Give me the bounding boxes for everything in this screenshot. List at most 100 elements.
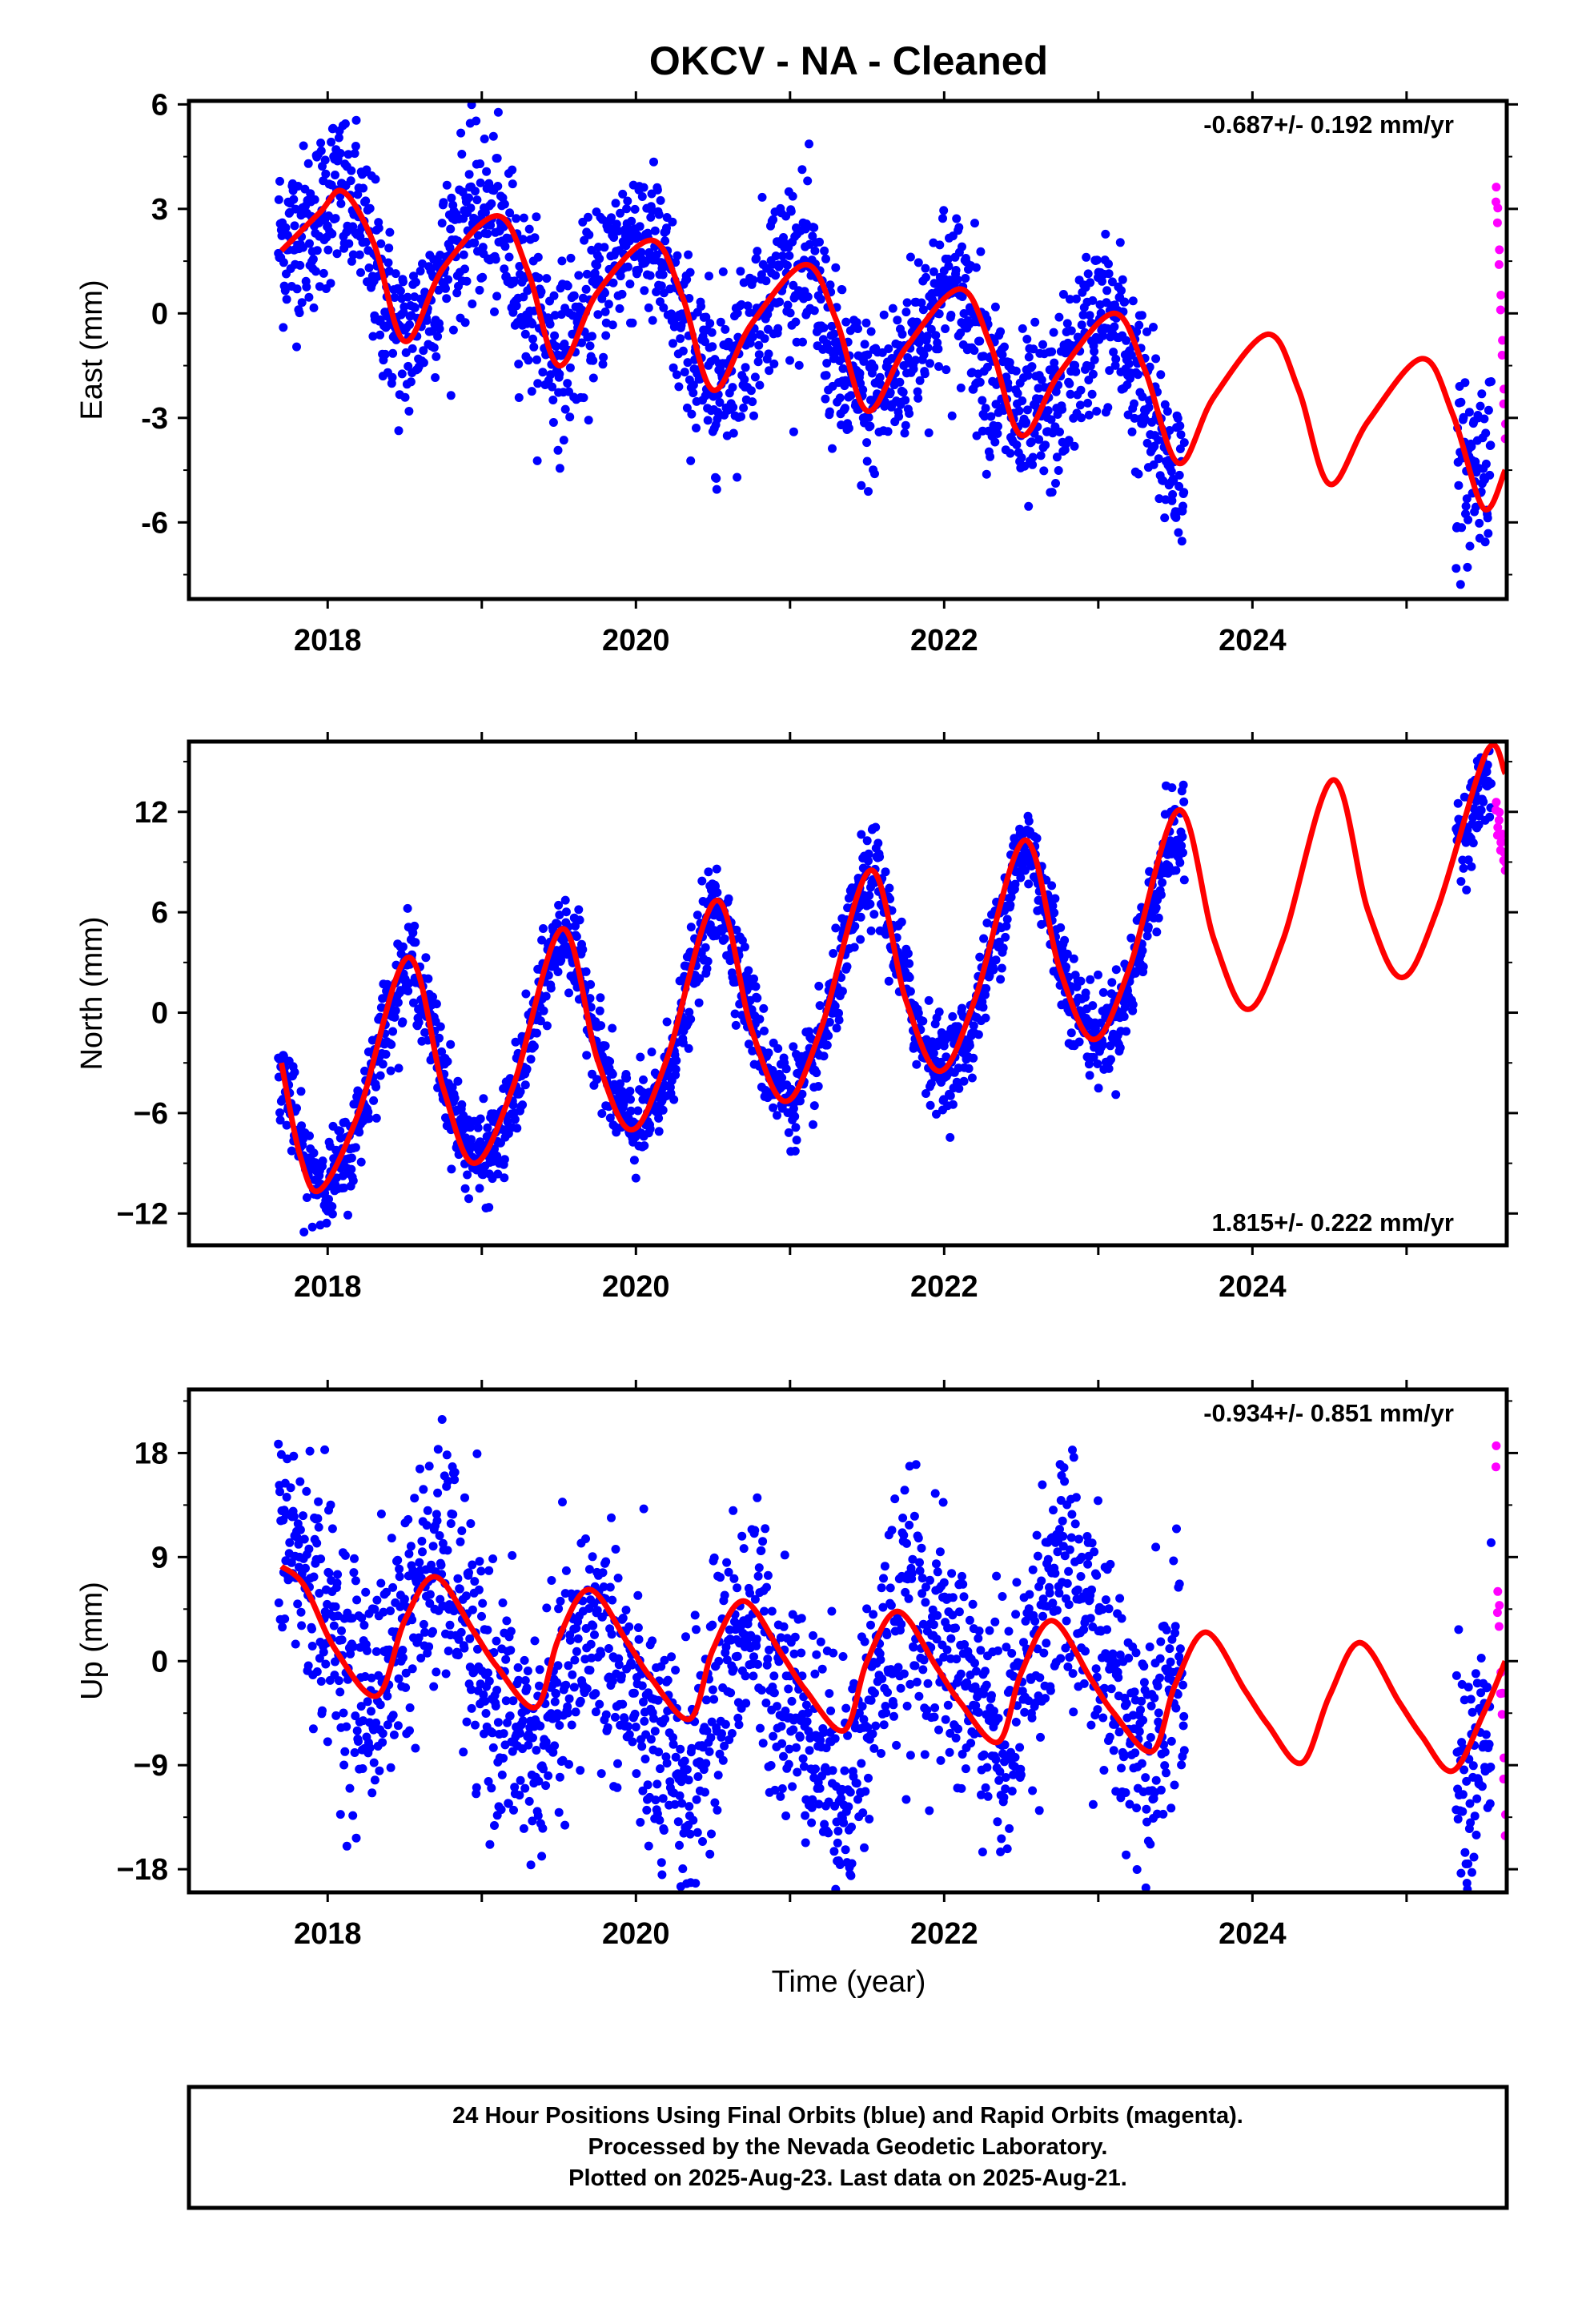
final-orbit-points: [274, 1415, 1496, 1892]
final-orbit-point: [862, 438, 872, 448]
final-orbit-point: [1485, 470, 1495, 480]
final-orbit-point: [383, 1720, 392, 1730]
final-orbit-point: [712, 485, 721, 494]
final-orbit-point: [693, 1772, 703, 1781]
final-orbit-point: [1177, 841, 1186, 850]
final-orbit-point: [512, 301, 521, 311]
final-orbit-point: [331, 214, 340, 223]
final-orbit-point: [468, 1605, 477, 1614]
final-orbit-point: [327, 1202, 337, 1211]
final-orbit-point: [764, 1048, 773, 1058]
final-orbit-point: [1071, 367, 1081, 376]
final-orbit-point: [705, 1849, 715, 1859]
final-orbit-point: [680, 1756, 689, 1766]
final-orbit-point: [552, 1689, 560, 1699]
final-orbit-point: [474, 1585, 484, 1594]
final-orbit-point: [480, 1696, 490, 1706]
final-orbit-point: [864, 849, 873, 858]
final-orbit-point: [658, 1794, 668, 1803]
final-orbit-point: [511, 1037, 520, 1047]
final-orbit-point: [689, 380, 698, 390]
final-orbit-point: [819, 323, 829, 332]
final-orbit-point: [327, 137, 336, 147]
final-orbit-point: [783, 300, 793, 310]
final-orbit-point: [750, 1526, 760, 1535]
final-orbit-point: [895, 377, 905, 387]
final-orbit-point: [383, 1691, 392, 1701]
final-orbit-point: [1486, 440, 1496, 450]
final-orbit-point: [388, 348, 398, 358]
final-orbit-point: [900, 428, 909, 438]
final-orbit-point: [472, 195, 482, 205]
final-orbit-point: [733, 1651, 742, 1661]
final-orbit-point: [351, 1143, 360, 1152]
final-orbit-point: [419, 1485, 428, 1494]
final-orbit-point: [1047, 347, 1057, 356]
final-orbit-point: [432, 999, 441, 1009]
final-orbit-point: [584, 230, 594, 239]
final-orbit-point: [1050, 894, 1060, 903]
final-orbit-point: [831, 263, 841, 272]
final-orbit-point: [608, 1023, 617, 1033]
final-orbit-point: [618, 1699, 628, 1709]
final-orbit-point: [705, 271, 713, 281]
final-orbit-point: [460, 1493, 469, 1502]
final-orbit-point: [789, 427, 798, 436]
final-orbit-point: [914, 338, 924, 348]
final-orbit-point: [608, 1595, 617, 1605]
final-orbit-point: [356, 267, 365, 277]
final-orbit-point: [334, 1676, 343, 1686]
final-orbit-point: [524, 1740, 533, 1750]
final-orbit-point: [753, 357, 763, 367]
final-orbit-point: [1082, 252, 1091, 262]
final-orbit-point: [478, 243, 488, 252]
final-orbit-point: [436, 1560, 446, 1570]
final-orbit-point: [624, 1622, 634, 1631]
final-orbit-point: [534, 273, 544, 283]
final-orbit-point: [506, 1626, 516, 1636]
final-orbit-point: [645, 1124, 655, 1134]
final-orbit-point: [394, 426, 404, 436]
final-orbit-point: [953, 275, 962, 284]
final-orbit-point: [508, 179, 517, 189]
final-orbit-point: [1060, 935, 1070, 945]
final-orbit-point: [636, 1818, 645, 1827]
final-orbit-point: [397, 369, 407, 379]
final-orbit-point: [608, 278, 618, 287]
final-orbit-point: [388, 1582, 398, 1592]
final-orbit-point: [335, 1687, 345, 1697]
final-orbit-point: [299, 1534, 309, 1544]
final-orbit-point: [1483, 513, 1492, 523]
final-orbit-point: [911, 356, 921, 365]
final-orbit-point: [318, 1706, 327, 1715]
final-orbit-point: [673, 251, 682, 260]
final-orbit-point: [885, 388, 895, 397]
final-orbit-point: [637, 1742, 647, 1751]
final-orbit-point: [1459, 412, 1468, 422]
final-orbit-point: [479, 1094, 488, 1104]
final-orbit-point: [1143, 923, 1153, 931]
final-orbit-point: [295, 1525, 305, 1534]
final-orbit-point: [435, 1531, 444, 1540]
final-orbit-point: [686, 456, 696, 465]
final-orbit-point: [717, 1729, 726, 1739]
final-orbit-point: [375, 1766, 384, 1775]
final-orbit-point: [805, 139, 813, 149]
final-orbit-point: [634, 1634, 644, 1644]
final-orbit-point: [524, 1796, 534, 1806]
final-orbit-point: [616, 208, 625, 218]
final-orbit-point: [821, 254, 830, 263]
final-orbit-point: [758, 1537, 768, 1546]
final-orbit-point: [841, 404, 849, 413]
final-orbit-point: [726, 1688, 736, 1698]
final-orbit-point: [715, 398, 725, 407]
final-orbit-point: [1047, 881, 1057, 891]
final-orbit-point: [433, 332, 443, 341]
final-orbit-point: [830, 1001, 840, 1011]
final-orbit-point: [523, 1667, 532, 1675]
final-orbit-point: [1169, 476, 1178, 485]
final-orbit-point: [467, 101, 476, 110]
final-orbit-point: [309, 1148, 319, 1158]
final-orbit-point: [399, 1653, 408, 1663]
final-orbit-point: [757, 1686, 766, 1695]
